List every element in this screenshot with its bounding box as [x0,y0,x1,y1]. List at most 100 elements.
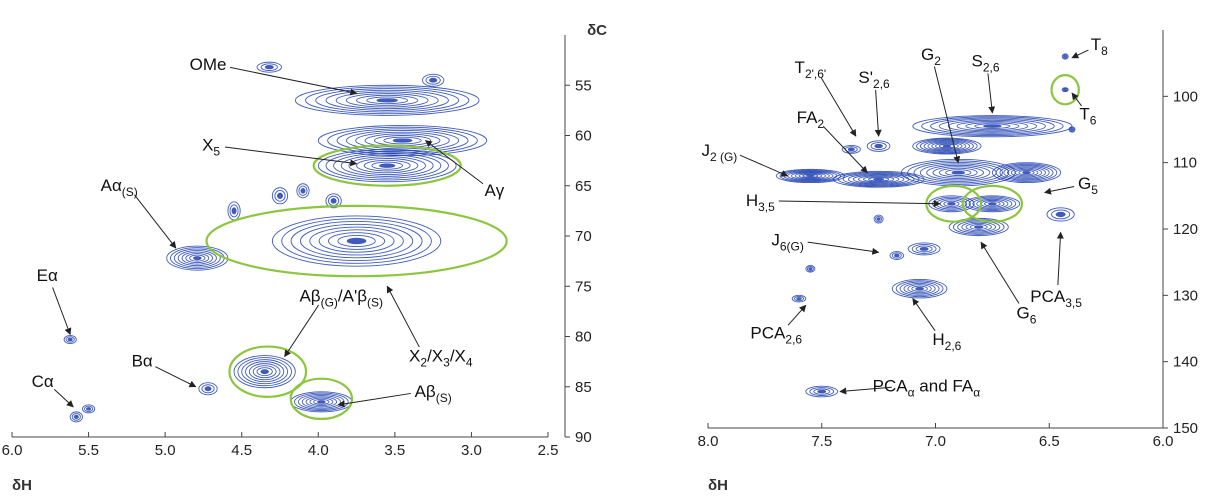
annotation-label: PCAα​ and FAα​ [873,377,981,400]
contour-ring [271,215,442,267]
peak-annotation: X5​ [202,136,358,167]
contour-ring [290,221,423,262]
annotation-arrow [1071,49,1089,59]
contour-ring [995,163,1058,182]
highlight-ellipse [205,204,508,278]
peak-annotation: Aβ(S)​ [337,382,452,408]
contour-ring [1018,169,1035,176]
y-tick-label: 60 [575,128,592,145]
annotation-text: FA [797,108,818,127]
contour-ring [296,183,310,199]
contour-ring [965,122,1020,131]
annotation-arrow [822,125,868,174]
peak-annotation: H3,5​ [746,191,941,214]
contour-ring [942,144,952,148]
annotation-arrow [739,154,789,177]
annotation-arrow [52,287,72,336]
contour-ring [204,386,212,392]
contour-ring [340,154,434,177]
contour-ring [874,143,883,149]
contour-ring [1014,168,1039,177]
contour-ring [948,217,1009,237]
cross-peak [81,404,96,414]
contour-ring [790,171,830,181]
annotation-text: /A'β [338,286,367,305]
contour-ring [911,243,937,254]
annotation-subscript: 2 [420,356,427,370]
contour-ring [903,282,936,295]
annotation-label: OMe [190,55,227,74]
annotation-arrow [807,241,880,255]
cross-peak [912,137,982,155]
contour-ring [336,128,469,153]
annotation-text: Cα [32,372,54,391]
annotation-text: Bα [132,352,153,371]
annotation-subscript: 6(G) [780,240,804,254]
contour-ring [1022,171,1031,175]
contour-ring [276,192,284,199]
contour-ring [847,147,855,152]
contour-ring [1007,166,1046,179]
contour-ring [256,367,273,377]
annotation-label: Bα [132,352,153,371]
contour-ring [1055,211,1066,218]
contour-ring [330,198,337,204]
annotation-text: T [1091,35,1101,54]
y-tick-label: 90 [575,429,592,446]
contour-ring [248,363,281,381]
contour-ring [1062,87,1068,92]
contour-ring [1070,128,1074,131]
annotation-text: J [771,231,780,250]
contour-ring [974,123,1011,129]
contour-ring [1046,207,1075,222]
cross-peak [805,385,839,398]
annotation-arrow [1056,231,1064,286]
annotation-arrow [874,89,882,137]
cross-peak [791,294,807,303]
contour-ring [201,384,215,394]
annotation-subscript: 3 [443,356,450,370]
cross-peak [907,242,941,256]
contour-ring [181,251,214,265]
highlight-ellipse [1050,74,1080,106]
annotation-label: Aβ(G)​/A'β(S)​ [299,286,383,309]
annotation-subscript: α [973,386,980,400]
annotation-text: S' [858,68,873,87]
annotation-arrow [778,200,941,208]
annotation-text: /X [450,347,466,366]
contour-ring [931,142,963,151]
contour-ring [969,224,988,230]
contour-ring [325,193,342,209]
annotation-subscript: 2',6' [805,67,826,81]
contour-ring [237,357,292,387]
right-spectrum-panel: 8.07.57.06.56.0100110120130140150δHT8​T2… [698,30,1198,494]
peak-annotation: Aβ(G)​/A'β(S)​ [284,286,383,358]
annotation-label: Eα [37,266,58,285]
y-tick-label: 75 [575,278,592,295]
peak-annotation: G6​ [980,241,1037,327]
contour-ring [974,225,984,229]
contour-ring [1061,87,1069,93]
annotation-label: T6​ [1079,105,1096,128]
annotation-arrow [284,304,320,358]
cross-peak [991,162,1062,184]
contour-ring [935,142,959,150]
peak-annotation: J2 (G)​ [701,141,789,177]
annotation-subscript: 2 [934,54,941,68]
cross-peak [1061,87,1069,93]
annotation-label: G2​ [921,45,941,68]
x-tick-label: 2.5 [538,442,559,459]
x-tick-label: 4.5 [231,442,252,459]
contour-ring [912,115,1073,138]
cross-peak [63,335,77,344]
contour-ring [866,140,891,152]
annotation-arrow [787,304,807,326]
annotation-text: H [746,191,758,210]
y-axis-label: δC [587,22,607,39]
x-tick-label: 4.0 [308,442,329,459]
contour-ring [252,365,277,379]
contour-ring [1069,127,1075,132]
contour-ring [961,221,997,233]
annotation-subscript: 3,5 [758,200,775,214]
peak-annotation: Eα [37,266,72,336]
